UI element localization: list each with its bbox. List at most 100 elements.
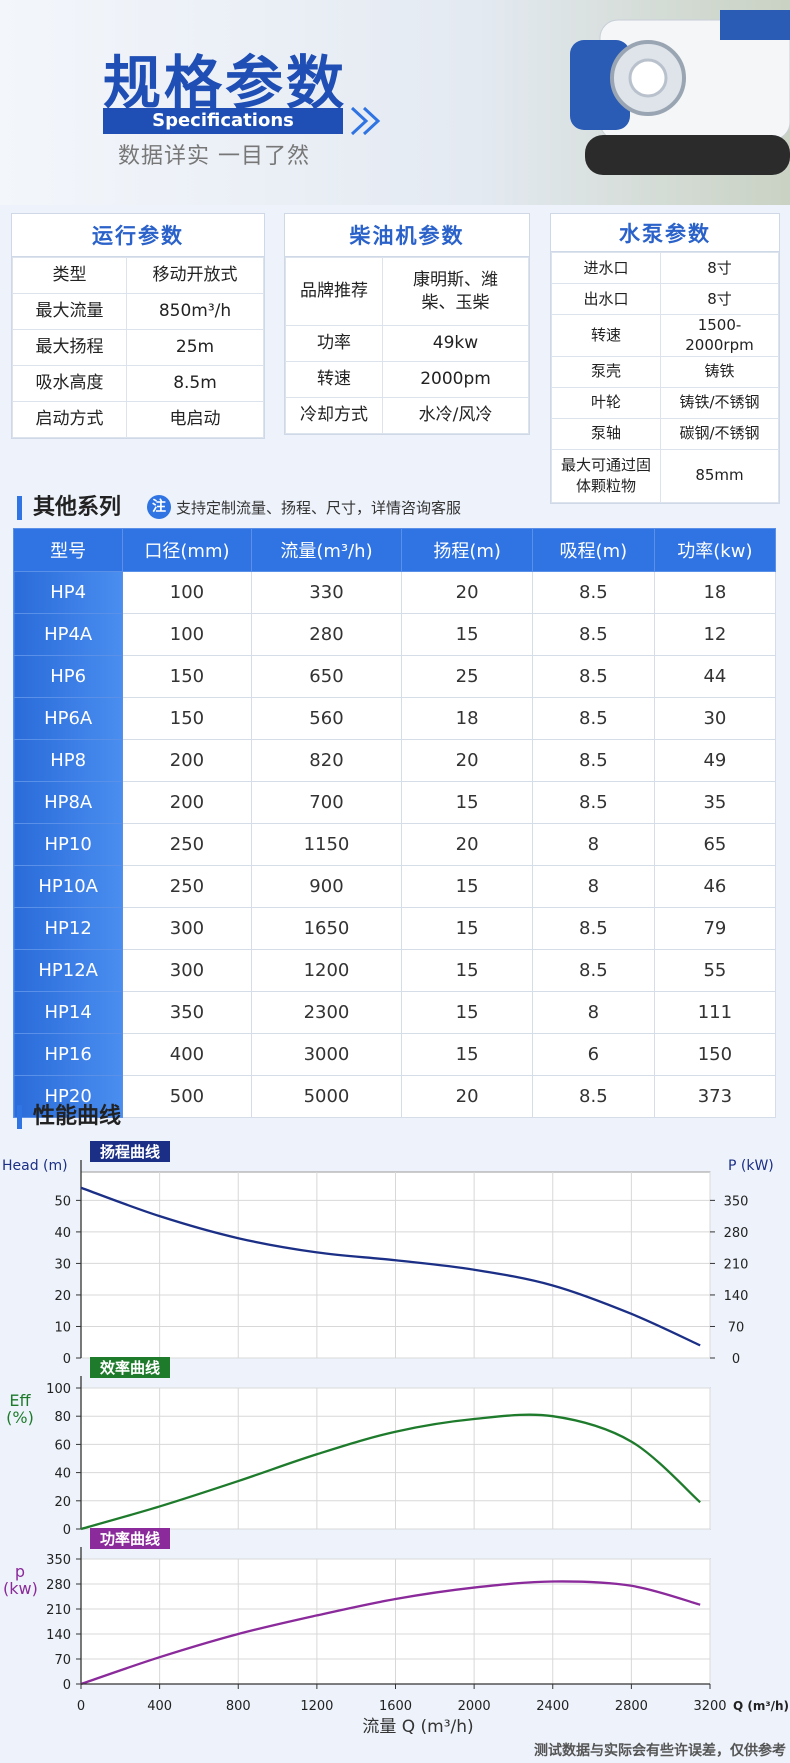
x-tick-label: 0 [77, 1699, 85, 1714]
table-cell: 8 [531, 865, 655, 908]
x-axis-label: 流量 Q (m³/h) [362, 1717, 473, 1737]
table-cell: 30 [653, 697, 777, 740]
table-cell: 8.5 [531, 655, 655, 698]
table-cell: 250 [122, 865, 252, 908]
tagline: 数据详实 一目了然 [118, 144, 310, 169]
curve [80, 1186, 701, 1347]
model-cell: HP6A [12, 697, 124, 740]
table-cell: 150 [122, 655, 252, 698]
param-value: 8.5m [126, 365, 264, 402]
table-cell: 373 [653, 1075, 777, 1118]
y-tick-label: 50 [54, 1194, 71, 1209]
y-axis-label: p (kw) [3, 1562, 38, 1598]
table-cell: 8 [531, 823, 655, 866]
table-cell: 8.5 [531, 739, 655, 782]
param-label: 泵轴 [551, 417, 661, 450]
table-cell: 650 [250, 655, 403, 698]
panel-table: 类型 移动开放式 最大流量 850m³/h 最大扬程 25m 吸水高度 8.5m 启动方式 电启动 [12, 257, 264, 438]
table-cell: 900 [250, 865, 403, 908]
table-cell: 46 [653, 865, 777, 908]
curve [80, 1413, 701, 1531]
param-label: 冷却方式 [285, 397, 383, 434]
chart-tag-bg [90, 1528, 170, 1549]
y-tick-label: 30 [54, 1257, 71, 1272]
table-cell: 200 [122, 739, 252, 782]
table-cell: 100 [122, 571, 252, 614]
panel-row: 转速 2000pm [285, 361, 529, 398]
y-tick-label: 20 [54, 1289, 71, 1304]
y2-tick-label: 210 [724, 1257, 749, 1272]
y-tick-label: 350 [46, 1553, 71, 1568]
param-label: 启动方式 [12, 401, 127, 438]
table-cell: 300 [122, 907, 252, 950]
chart-tag-bg [90, 1357, 170, 1378]
param-label: 类型 [12, 257, 127, 294]
column-header: 扬程(m) [401, 528, 533, 572]
panel-title: 运行参数 [12, 214, 264, 257]
y-axis-label: Head (m) [2, 1158, 68, 1174]
chart-tag: 扬程曲线 [100, 1143, 160, 1161]
table-cell: 8.5 [531, 1075, 655, 1118]
y-tick-label: 0 [63, 1523, 71, 1538]
table-cell: 15 [401, 865, 533, 908]
param-value: 8寸 [660, 252, 779, 284]
param-label: 叶轮 [551, 386, 661, 419]
table-cell: 2300 [250, 991, 403, 1034]
table-cell: 5000 [250, 1075, 403, 1118]
param-value: 8寸 [660, 283, 779, 315]
note: 支持定制流量、扬程、尺寸，详情咨询客服 [176, 499, 462, 517]
param-label: 转速 [551, 314, 661, 357]
table-cell: 8 [531, 991, 655, 1034]
table-cell: 20 [401, 1075, 533, 1118]
model-cell: HP10 [12, 823, 124, 866]
model-cell: HP6 [12, 655, 124, 698]
table-cell: 20 [401, 739, 533, 782]
param-value: 2000pm [382, 361, 529, 398]
chart-tag: 效率曲线 [100, 1359, 160, 1377]
param-value: 铸铁/不锈钢 [660, 386, 779, 419]
table-cell: 8.5 [531, 781, 655, 824]
param-label: 最大可通过固体颗粒物 [551, 448, 661, 503]
panel: 运行参数 类型 移动开放式 最大流量 850m³/h 最大扬程 25m 吸水高度 8.5m 启动方… [11, 213, 265, 439]
table-cell: 35 [653, 781, 777, 824]
param-label: 吸水高度 [12, 365, 127, 402]
table-cell: 300 [122, 949, 252, 992]
panel-row: 最大扬程 25m [12, 329, 264, 366]
panel-row: 叶轮 铸铁/不锈钢 [551, 386, 779, 419]
model-cell: HP4A [12, 613, 124, 656]
table-cell: 8.5 [531, 571, 655, 614]
table-cell: 25 [401, 655, 533, 698]
y2-tick-label: 70 [728, 1320, 745, 1335]
model-cell: HP12A [12, 949, 124, 992]
x-tick-label: 2800 [615, 1699, 648, 1714]
table-cell: 350 [122, 991, 252, 1034]
param-label: 品牌推荐 [285, 257, 383, 326]
x-tick-label: 400 [147, 1699, 172, 1714]
x-tick-label: 800 [226, 1699, 251, 1714]
chart-tag: 功率曲线 [100, 1530, 160, 1548]
table-cell: 18 [401, 697, 533, 740]
x-tick-label: 3200 [693, 1699, 726, 1714]
panel-row: 吸水高度 8.5m [12, 365, 264, 402]
y-tick-label: 100 [46, 1382, 71, 1397]
table-cell: 44 [653, 655, 777, 698]
param-label: 最大流量 [12, 293, 127, 330]
panel-row: 出水口 8寸 [551, 283, 779, 315]
table-row: HP12A 300 1200 15 8.5 55 [12, 949, 777, 992]
y2-axis-label: P (kW) [728, 1158, 774, 1174]
curve [80, 1580, 701, 1686]
y-tick-label: 210 [46, 1603, 71, 1618]
y-tick-label: 40 [54, 1226, 71, 1241]
y2-tick-label: 140 [724, 1289, 749, 1304]
table-cell: 200 [122, 781, 252, 824]
table-row: HP14 350 2300 15 8 111 [12, 991, 777, 1034]
panel-title: 柴油机参数 [285, 214, 529, 257]
table-cell: 8.5 [531, 949, 655, 992]
table-row: HP6A 150 560 18 8.5 30 [12, 697, 777, 740]
table-cell: 15 [401, 907, 533, 950]
y-tick-label: 80 [54, 1410, 71, 1425]
param-value: 25m [126, 329, 264, 366]
table-cell: 8.5 [531, 697, 655, 740]
param-value: 移动开放式 [126, 257, 264, 294]
table-row: HP8A 200 700 15 8.5 35 [12, 781, 777, 824]
